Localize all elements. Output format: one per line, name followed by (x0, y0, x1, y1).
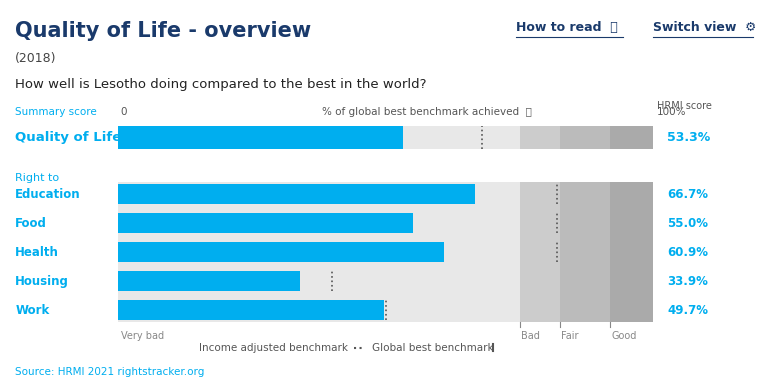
Text: How well is Lesotho doing compared to the best in the world?: How well is Lesotho doing compared to th… (15, 78, 427, 91)
Text: 53.3%: 53.3% (667, 131, 711, 144)
Text: Quality of Life - overview: Quality of Life - overview (15, 21, 312, 42)
Text: 55.0%: 55.0% (667, 217, 708, 230)
Text: How to read  ⓘ: How to read ⓘ (516, 21, 617, 35)
Text: Very bad: Very bad (121, 331, 163, 341)
Text: Education: Education (15, 187, 81, 201)
Bar (118, 182, 653, 322)
Text: Switch view  ⚙: Switch view ⚙ (653, 21, 756, 35)
Text: HRMI score: HRMI score (657, 101, 712, 111)
Text: Right to: Right to (15, 173, 60, 183)
Text: % of global best benchmark achieved  ⓘ: % of global best benchmark achieved ⓘ (322, 107, 532, 117)
Text: 60.9%: 60.9% (667, 246, 708, 259)
Bar (610, 182, 653, 322)
Bar (520, 182, 559, 322)
Bar (118, 242, 444, 262)
Bar (118, 271, 299, 291)
Bar (118, 300, 384, 320)
Text: Income adjusted benchmark: Income adjusted benchmark (199, 343, 348, 353)
Bar (559, 126, 610, 149)
Text: Global best benchmark: Global best benchmark (372, 343, 494, 353)
Bar (118, 126, 653, 149)
Text: Food: Food (15, 217, 47, 230)
Text: Bad: Bad (521, 331, 540, 341)
Text: 66.7%: 66.7% (667, 187, 708, 201)
Bar (610, 126, 653, 149)
Bar (559, 182, 610, 322)
Text: 100%: 100% (657, 107, 687, 117)
Text: Good: Good (612, 331, 637, 341)
Text: Housing: Housing (15, 275, 70, 288)
Text: Work: Work (15, 304, 50, 317)
Bar (118, 213, 413, 233)
Bar (118, 184, 475, 204)
Bar (520, 126, 559, 149)
Text: 49.7%: 49.7% (667, 304, 708, 317)
Text: Fair: Fair (561, 331, 578, 341)
Text: Source: HRMI 2021 rightstracker.org: Source: HRMI 2021 rightstracker.org (15, 367, 205, 377)
Text: 0: 0 (121, 107, 128, 117)
Text: (2018): (2018) (15, 52, 57, 66)
Text: Quality of Life: Quality of Life (15, 131, 121, 144)
Text: Health: Health (15, 246, 59, 259)
Text: Summary score: Summary score (15, 107, 97, 117)
Text: 33.9%: 33.9% (667, 275, 708, 288)
Bar (118, 126, 403, 149)
